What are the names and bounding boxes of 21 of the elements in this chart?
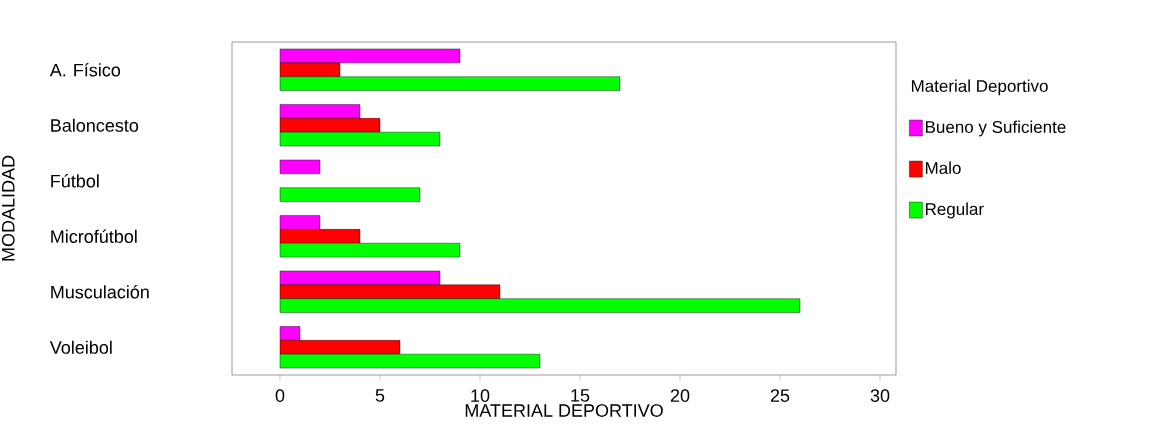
y-axis-title: MODALIDAD [1,155,15,261]
x-tick-label: 30 [870,389,890,402]
bar [279,187,421,202]
y-tick-label: Baloncesto [51,118,139,132]
legend-label: Malo [925,161,961,175]
x-tick-label: 10 [471,389,490,402]
y-tick-label: Voleibol [49,340,112,354]
bar [279,159,321,175]
x-tick-label: 15 [571,389,590,402]
y-tick-label: Musculación [51,285,149,299]
legend-label: Regular [925,202,984,219]
x-tick-label: 5 [375,389,385,402]
x-tick-label: 25 [770,389,790,402]
legend-label: Bueno y Suficiente [925,120,1066,137]
x-tick-label: 20 [670,389,690,402]
y-tick-label: A. Físico [49,63,121,77]
x-tick-label: 0 [275,389,285,402]
x-axis-title: MATERIAL DEPORTIVO [465,404,663,417]
y-tick-label: Microfútbol [51,229,137,243]
legend-title: Material Deportivo [911,79,1048,96]
y-tick-label: Fútbol [51,174,99,188]
